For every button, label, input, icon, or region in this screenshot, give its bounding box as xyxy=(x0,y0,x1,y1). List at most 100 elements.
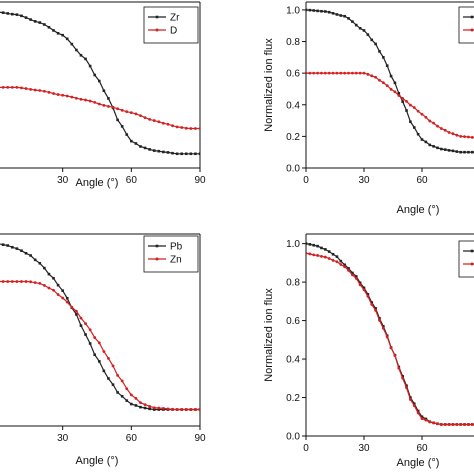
data-point xyxy=(107,377,110,380)
data-point xyxy=(385,84,389,88)
data-point xyxy=(75,309,78,313)
data-point xyxy=(416,411,420,415)
data-point xyxy=(443,128,447,132)
data-point xyxy=(312,243,316,247)
series-pb xyxy=(0,243,200,411)
data-point xyxy=(1,11,5,14)
data-point xyxy=(393,90,397,94)
y-tick-label: 1.0 xyxy=(286,5,300,16)
data-point xyxy=(198,408,200,411)
data-point xyxy=(420,138,424,141)
data-point xyxy=(38,89,42,92)
data-point xyxy=(11,245,14,249)
data-point xyxy=(6,280,10,283)
data-point xyxy=(56,93,60,96)
legend-marker xyxy=(155,28,159,32)
data-point xyxy=(102,103,106,107)
data-point xyxy=(331,11,335,15)
data-point xyxy=(312,253,316,257)
legend-marker xyxy=(470,15,474,19)
data-point xyxy=(385,64,389,67)
data-point xyxy=(175,152,179,156)
chart-panel-top-right: 0 30 60 0.0 0.2 0.4 0.6 0.8 1.0 Angle (°) Normaliz… xyxy=(263,1,474,216)
data-point xyxy=(116,373,119,377)
data-point xyxy=(102,89,106,93)
data-point xyxy=(409,398,412,401)
data-point xyxy=(424,418,428,422)
data-point xyxy=(405,384,408,388)
data-point xyxy=(120,395,124,398)
data-point xyxy=(428,119,432,123)
data-point xyxy=(129,111,133,115)
data-point xyxy=(401,375,404,378)
axes xyxy=(302,233,474,440)
data-point xyxy=(416,109,420,113)
data-point xyxy=(65,296,69,300)
data-point xyxy=(331,258,335,262)
data-point xyxy=(79,97,83,101)
data-point xyxy=(97,79,101,83)
data-point xyxy=(308,8,312,12)
data-point xyxy=(125,387,129,391)
data-point xyxy=(397,94,401,97)
data-point xyxy=(171,407,174,411)
data-point xyxy=(157,120,161,124)
x-tick-label: 30 xyxy=(57,175,69,186)
x-tick-label: 30 xyxy=(57,433,69,444)
data-point xyxy=(97,341,101,345)
series-black xyxy=(306,242,474,426)
data-point xyxy=(180,152,183,156)
data-point xyxy=(412,402,416,406)
data-point xyxy=(189,127,193,130)
data-point xyxy=(424,115,428,119)
legend-box xyxy=(143,235,199,273)
legend-marker xyxy=(470,249,474,253)
data-point xyxy=(79,324,83,327)
data-point xyxy=(125,110,129,114)
data-point xyxy=(161,407,165,410)
data-point xyxy=(401,100,404,103)
data-point xyxy=(20,14,23,18)
x-axis-title: Angle (°) xyxy=(397,457,440,469)
data-point xyxy=(175,125,179,129)
data-point xyxy=(320,71,323,75)
data-point xyxy=(389,346,393,350)
data-point xyxy=(24,87,28,90)
data-point xyxy=(331,252,335,256)
legend-label: Zn xyxy=(170,255,182,266)
x-tick-label: 0 xyxy=(303,443,309,454)
data-point xyxy=(47,286,51,290)
axes xyxy=(0,1,201,172)
data-point xyxy=(463,423,466,426)
data-point xyxy=(393,354,397,357)
legend xyxy=(458,240,474,278)
data-point xyxy=(61,93,65,97)
data-point xyxy=(180,408,184,411)
data-point xyxy=(351,20,354,23)
data-point xyxy=(366,33,370,36)
series-zr xyxy=(0,11,200,156)
data-point xyxy=(308,71,312,75)
data-point xyxy=(116,118,119,122)
data-point xyxy=(327,10,331,14)
data-point xyxy=(378,78,381,82)
data-point xyxy=(97,360,101,363)
data-point xyxy=(125,399,129,402)
data-point xyxy=(33,88,37,92)
y-tick-label: 0.2 xyxy=(286,393,300,404)
data-point xyxy=(166,407,170,411)
data-point xyxy=(335,260,339,264)
data-point xyxy=(370,303,374,306)
data-point xyxy=(354,275,358,278)
data-point xyxy=(470,150,474,154)
data-point xyxy=(130,139,133,143)
data-point xyxy=(447,423,451,426)
data-point xyxy=(335,71,339,75)
data-point xyxy=(111,383,115,386)
data-point xyxy=(161,121,165,125)
data-point xyxy=(439,127,443,130)
data-point xyxy=(306,8,308,12)
data-point xyxy=(347,71,350,75)
data-point xyxy=(61,289,64,292)
x-tick-label: 0 xyxy=(303,175,309,186)
